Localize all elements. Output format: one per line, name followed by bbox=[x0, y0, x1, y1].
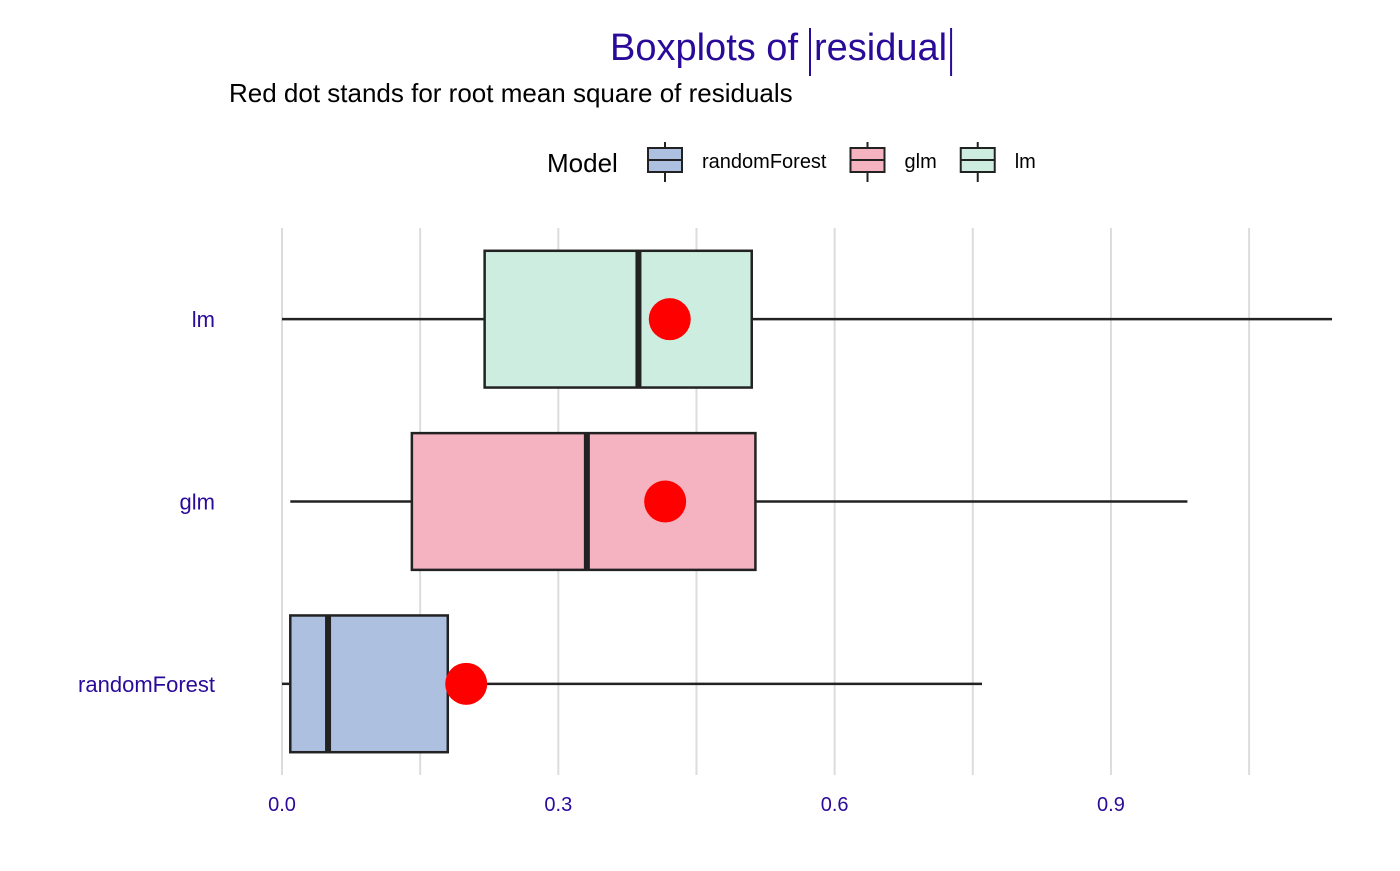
legend-key-glm bbox=[849, 142, 886, 182]
box bbox=[289, 614, 450, 754]
box bbox=[483, 249, 753, 389]
boxplot-glm bbox=[290, 431, 1188, 572]
legend-key-lm bbox=[959, 142, 996, 182]
x-tick-label: 0.0 bbox=[268, 794, 296, 816]
boxplot-randomForest bbox=[282, 614, 982, 754]
boxplots bbox=[282, 249, 1332, 754]
y-axis: lm glm randomForest bbox=[78, 307, 215, 697]
x-tick-label: 0.9 bbox=[1097, 794, 1125, 816]
y-tick-label: lm bbox=[192, 307, 215, 332]
legend-label-glm: glm bbox=[905, 151, 937, 173]
y-tick-label: glm bbox=[180, 490, 215, 515]
legend: Model randomForest glm lm bbox=[547, 142, 1036, 182]
rmse-dot bbox=[644, 480, 687, 523]
legend-label-randomForest: randomForest bbox=[702, 151, 827, 173]
x-tick-label: 0.6 bbox=[821, 794, 849, 816]
chart-title-prefix: Boxplots of bbox=[610, 27, 798, 69]
chart-subtitle: Red dot stands for root mean square of r… bbox=[229, 78, 793, 108]
legend-title: Model bbox=[547, 148, 618, 178]
rmse-dot bbox=[445, 662, 488, 705]
x-axis: 0.0 0.3 0.6 0.9 bbox=[268, 794, 1125, 816]
y-tick-label: randomForest bbox=[78, 672, 215, 697]
boxplot-lm bbox=[282, 249, 1332, 389]
rmse-dot bbox=[648, 298, 691, 341]
x-tick-label: 0.3 bbox=[544, 794, 572, 816]
chart-title-inner: residual bbox=[814, 27, 947, 69]
chart-title: Boxplots of residual bbox=[610, 27, 953, 76]
box bbox=[410, 431, 757, 572]
legend-key-randomForest bbox=[647, 142, 683, 182]
legend-label-lm: lm bbox=[1015, 151, 1036, 173]
